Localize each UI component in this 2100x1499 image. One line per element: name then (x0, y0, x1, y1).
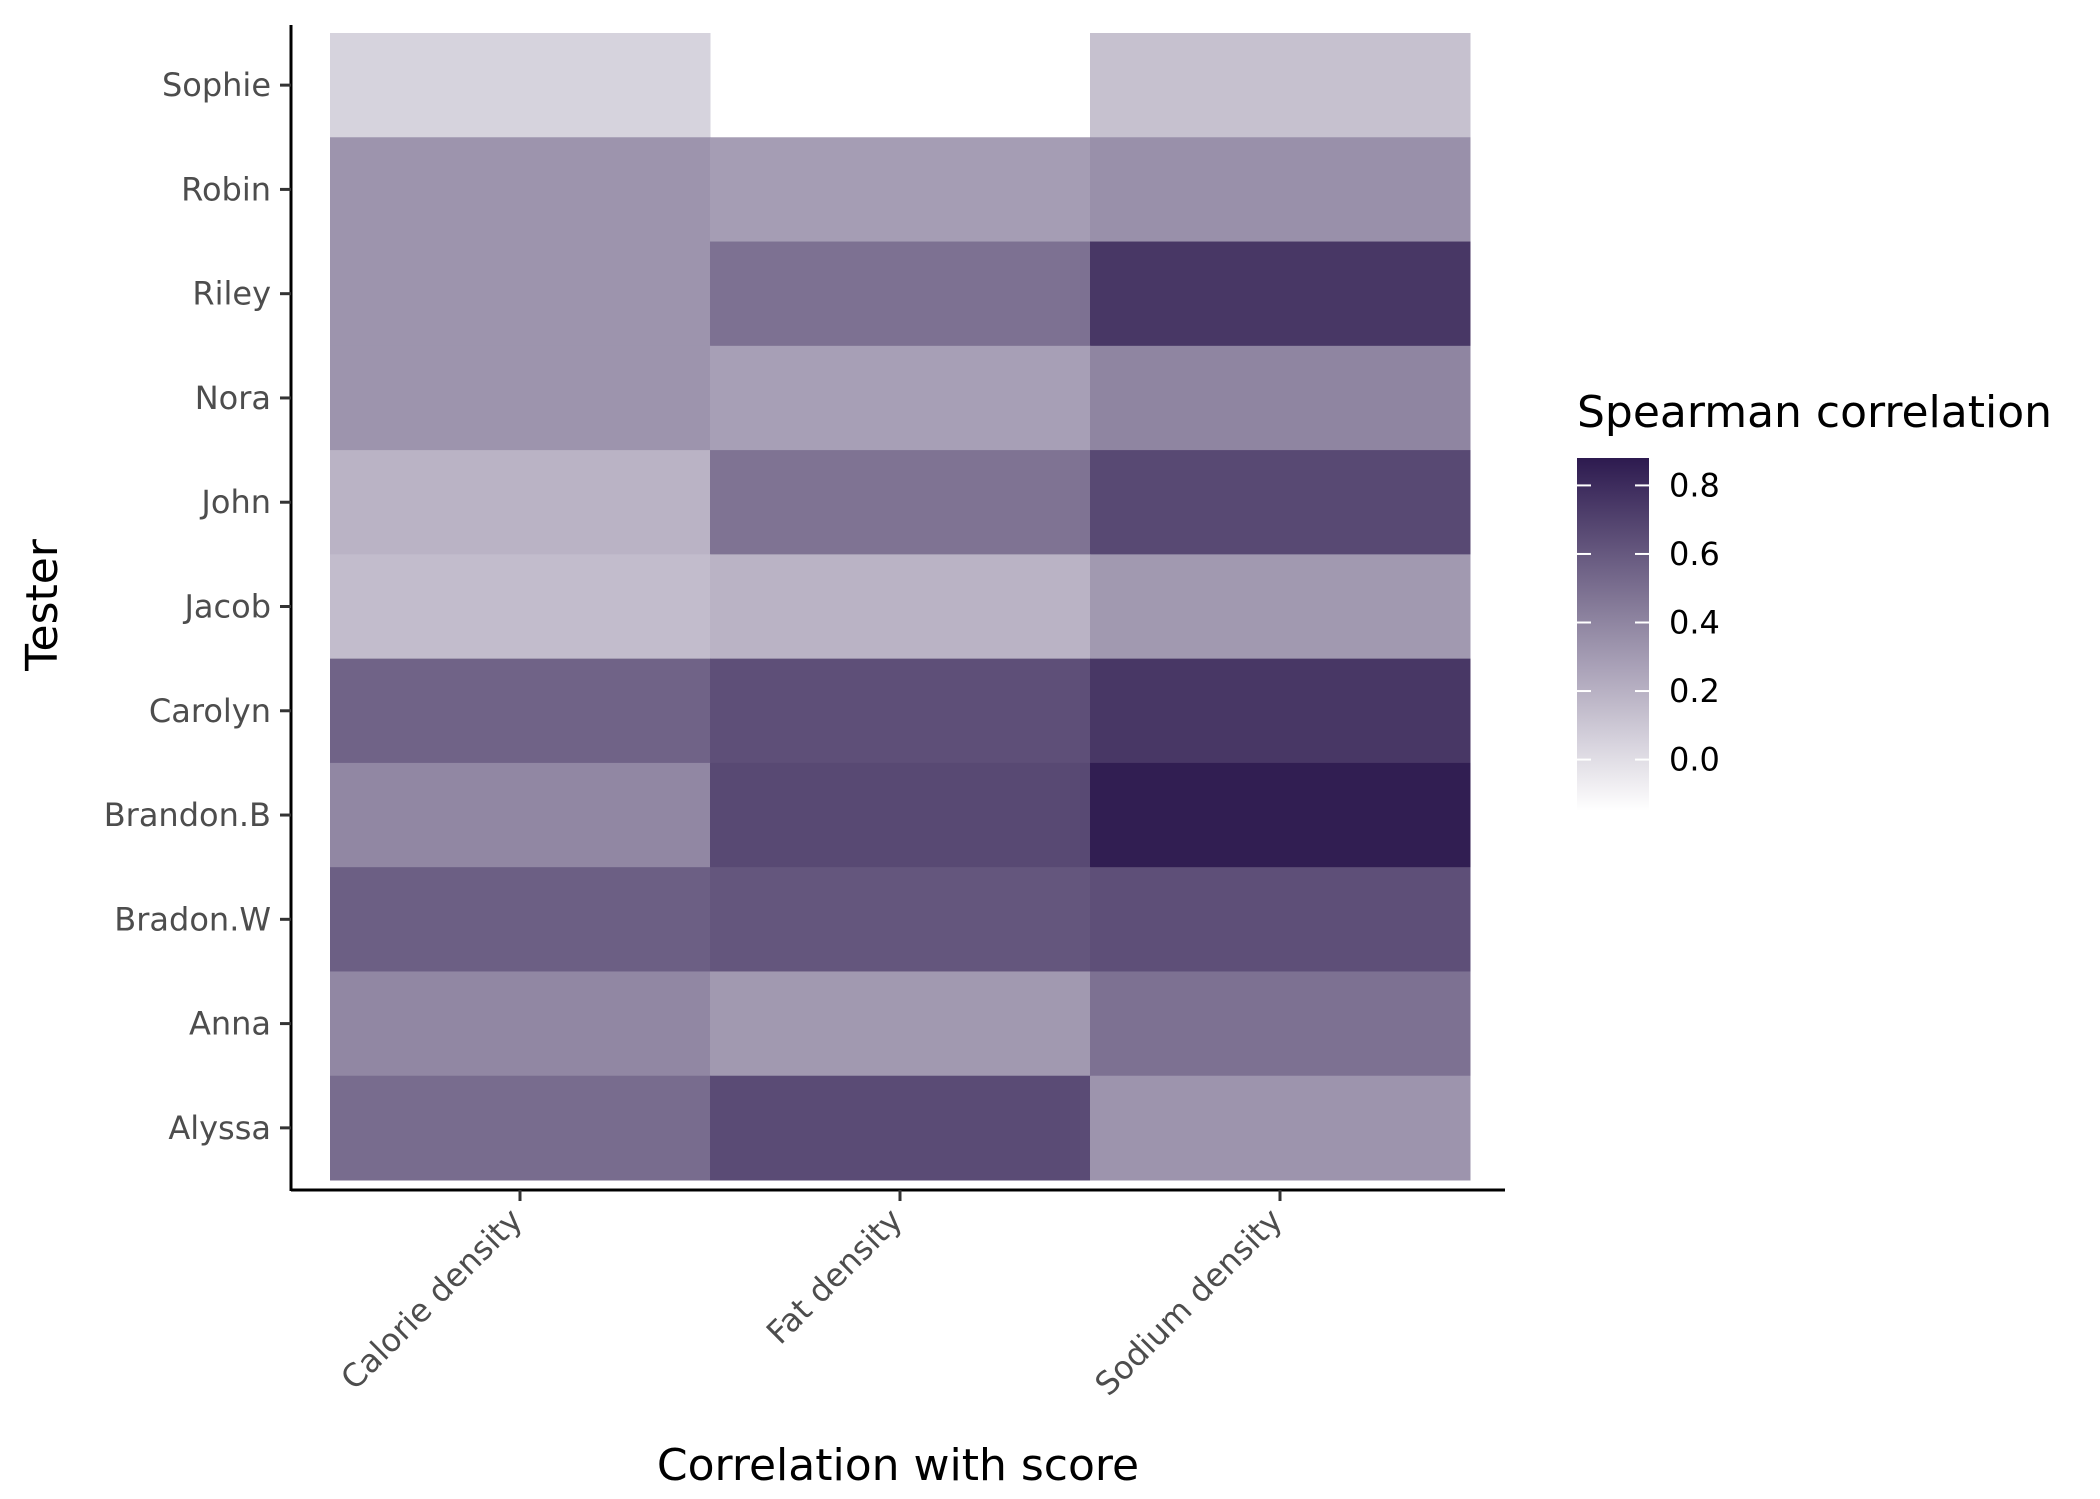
legend-colorbar (1577, 458, 1649, 811)
heatmap-cell (1090, 554, 1471, 660)
legend-tick-label: 0.0 (1669, 741, 1720, 779)
x-axis-title: Correlation with score (657, 1440, 1139, 1491)
y-tick-label: Alyssa (168, 1109, 271, 1147)
y-tick-label: Anna (189, 1005, 271, 1043)
y-tick-label: Brandon.B (104, 796, 271, 834)
heatmap-cell (710, 658, 1091, 764)
heatmap-cell (330, 241, 711, 347)
heatmap-cell (1090, 137, 1471, 243)
legend-tick-label: 0.2 (1669, 672, 1720, 710)
heatmap-cell (710, 762, 1091, 868)
y-tick-label: Riley (192, 275, 271, 313)
legend-tick-label: 0.6 (1669, 535, 1720, 573)
heatmap-cell (1090, 33, 1471, 138)
x-tick-label: Fat density (759, 1201, 910, 1352)
heatmap-cells (330, 33, 1471, 1181)
heatmap-cell (1090, 450, 1471, 555)
heatmap-cell (710, 137, 1091, 243)
heatmap-cell (1090, 867, 1471, 972)
heatmap-cell (1090, 658, 1471, 764)
heatmap-cell (710, 971, 1091, 1077)
heatmap-cell (330, 450, 711, 555)
heatmap-cell (1090, 971, 1471, 1077)
y-tick-label: Nora (195, 379, 271, 417)
heatmap-cell (330, 762, 711, 868)
heatmap-cell (1090, 241, 1471, 347)
heatmap-cell (1090, 1075, 1471, 1181)
y-tick-label: John (199, 483, 271, 521)
x-ticks: Calorie density Fat density Sodium density (333, 1190, 1290, 1403)
x-tick-label: Calorie density (333, 1201, 529, 1397)
heatmap-cell (330, 345, 711, 451)
y-tick-label: Carolyn (149, 692, 271, 730)
heatmap-cell (710, 241, 1091, 347)
y-tick-label: Robin (181, 170, 271, 208)
heatmap-cell (1090, 345, 1471, 451)
heatmap-cell (330, 1075, 711, 1181)
x-tick-label: Sodium density (1087, 1201, 1289, 1403)
legend-tick-label: 0.8 (1669, 466, 1720, 504)
heatmap-cell (1090, 762, 1471, 868)
legend: Spearman correlation 0.0 0.2 0.4 0.6 0.8 (1577, 387, 2052, 811)
y-axis-title: Tester (17, 538, 68, 672)
legend-title: Spearman correlation (1577, 387, 2052, 438)
heatmap-cell (710, 450, 1091, 555)
heatmap-cell (330, 33, 711, 138)
heatmap-cell (710, 345, 1091, 451)
heatmap-cell (710, 1075, 1091, 1181)
y-tick-label: Bradon.W (114, 900, 271, 938)
legend-ticks: 0.0 0.2 0.4 0.6 0.8 (1577, 466, 1720, 779)
heatmap-cell (330, 867, 711, 972)
y-tick-label: Jacob (182, 588, 271, 626)
heatmap-cell (330, 137, 711, 243)
legend-tick-label: 0.4 (1669, 604, 1720, 642)
heatmap-cell (710, 554, 1091, 660)
heatmap-cell (710, 867, 1091, 972)
y-tick-label: Sophie (162, 66, 271, 104)
heatmap-cell (330, 554, 711, 660)
y-ticks: Sophie Robin Riley Nora John Jacob Carolyn Bran… (104, 66, 291, 1147)
heatmap-cell (330, 658, 711, 764)
heatmap-cell (330, 971, 711, 1077)
